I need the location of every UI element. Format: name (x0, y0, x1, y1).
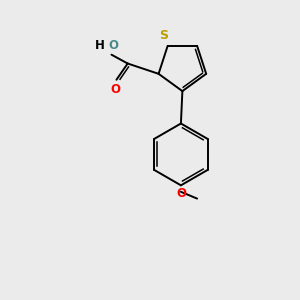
Text: O: O (110, 83, 120, 96)
Text: O: O (176, 188, 186, 200)
Text: O: O (108, 39, 118, 52)
Text: S: S (159, 29, 168, 42)
Text: H: H (95, 39, 105, 52)
